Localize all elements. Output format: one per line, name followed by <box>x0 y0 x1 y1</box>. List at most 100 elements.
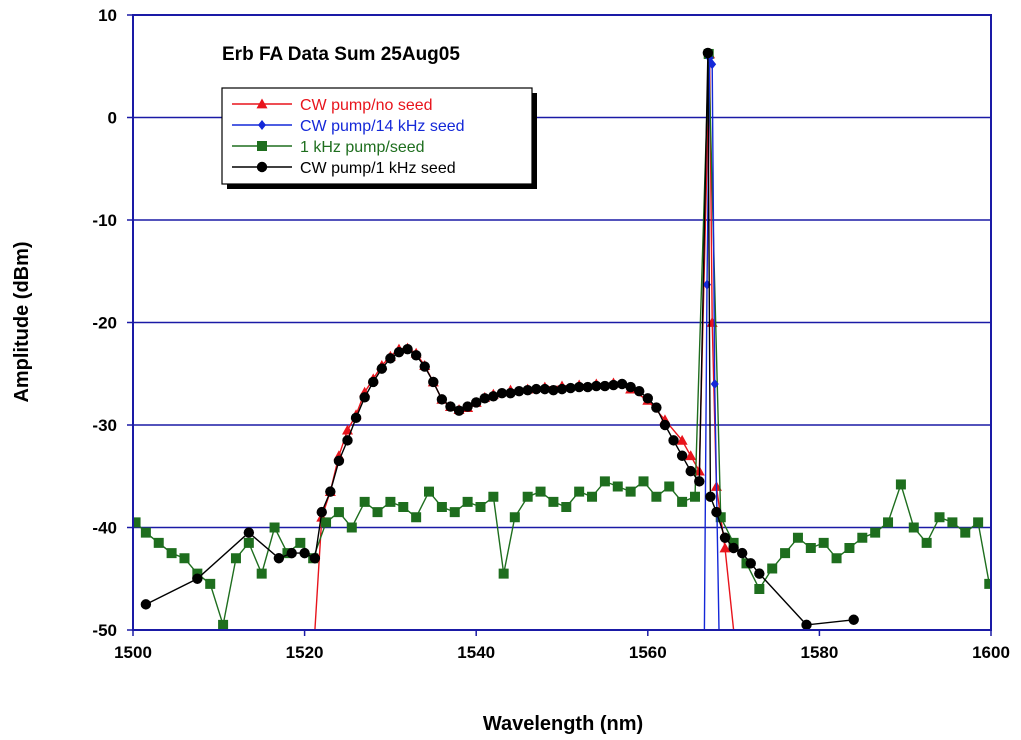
data-point <box>368 376 379 388</box>
data-point <box>410 350 422 361</box>
legend-marker <box>256 161 268 173</box>
data-point <box>984 578 991 589</box>
data-point <box>333 507 344 518</box>
data-point <box>539 383 551 395</box>
data-point <box>719 532 731 543</box>
data-point <box>728 542 739 554</box>
data-point <box>205 578 216 589</box>
data-point <box>140 599 152 610</box>
data-point <box>522 384 533 396</box>
data-point <box>488 391 499 402</box>
data-point <box>659 419 671 431</box>
data-point <box>133 517 141 528</box>
chart-title: Erb FA Data Sum 25Aug05 <box>222 44 460 65</box>
plot-frame <box>132 14 992 631</box>
data-point <box>342 435 353 446</box>
data-point <box>453 405 465 416</box>
data-point <box>574 486 585 497</box>
data-point <box>471 397 482 408</box>
data-point <box>573 381 585 393</box>
data-point <box>424 486 435 497</box>
legend-label: CW pump/no seed <box>300 97 433 114</box>
data-point <box>436 394 448 405</box>
data-point <box>676 434 688 445</box>
data-point <box>792 532 803 543</box>
data-point <box>350 412 362 424</box>
data-point <box>548 384 559 396</box>
series-circle <box>140 47 859 630</box>
data-point <box>325 486 336 497</box>
y-tick-label: -40 <box>92 519 117 538</box>
series-layer <box>133 47 991 630</box>
data-point <box>883 517 894 528</box>
data-point <box>715 512 726 523</box>
y-tick-label: -20 <box>92 314 117 333</box>
data-point <box>498 568 509 579</box>
data-point <box>316 506 327 518</box>
data-point <box>848 614 859 625</box>
data-point <box>767 563 778 574</box>
data-point <box>870 527 881 538</box>
x-tick-label: 1580 <box>800 643 838 662</box>
data-point <box>710 379 719 389</box>
data-point <box>651 491 662 502</box>
x-tick-label: 1500 <box>114 643 152 662</box>
data-point <box>462 496 473 507</box>
data-point <box>736 547 748 559</box>
data-point <box>702 47 714 59</box>
y-tick-label: 0 <box>108 109 117 128</box>
data-point <box>286 547 297 559</box>
data-point <box>333 455 345 467</box>
data-point <box>393 347 405 358</box>
series-diamond <box>703 53 720 630</box>
data-point <box>243 537 254 548</box>
data-point <box>711 506 722 518</box>
data-point <box>608 379 619 391</box>
data-point <box>934 512 945 523</box>
data-point <box>243 527 255 538</box>
data-point <box>402 343 413 355</box>
data-point <box>496 388 508 399</box>
data-point <box>309 553 321 564</box>
data-point <box>535 486 546 497</box>
legend-marker <box>257 141 267 151</box>
data-point <box>273 553 285 564</box>
data-point <box>805 543 816 553</box>
data-point <box>587 491 598 502</box>
data-point <box>505 388 516 399</box>
data-point <box>921 537 932 548</box>
x-tick-label: 1560 <box>629 643 667 662</box>
data-point <box>705 491 716 502</box>
data-point <box>531 383 542 395</box>
data-point <box>449 507 460 518</box>
data-point <box>831 553 842 564</box>
data-point <box>218 619 229 630</box>
data-point <box>479 393 490 404</box>
data-point <box>179 553 190 564</box>
data-point <box>664 481 675 492</box>
data-point <box>651 402 662 413</box>
data-point <box>947 517 958 528</box>
data-point <box>230 553 241 564</box>
legend-marker <box>256 98 268 109</box>
data-point <box>153 537 164 548</box>
data-point <box>634 385 645 397</box>
data-point <box>385 353 396 364</box>
data-point <box>973 517 984 528</box>
data-point <box>548 496 559 507</box>
data-point <box>419 361 430 372</box>
data-point <box>676 450 688 461</box>
data-point <box>513 385 525 397</box>
data-point <box>818 537 829 548</box>
series-square <box>133 48 991 630</box>
data-point <box>411 512 422 523</box>
data-point <box>599 380 611 392</box>
x-tick-label: 1520 <box>286 643 324 662</box>
data-point <box>582 381 593 393</box>
data-point <box>376 363 388 374</box>
legend-marker <box>258 120 266 130</box>
data-point <box>857 532 868 543</box>
x-axis-title: Wavelength (nm) <box>483 713 643 735</box>
data-point <box>599 476 610 487</box>
